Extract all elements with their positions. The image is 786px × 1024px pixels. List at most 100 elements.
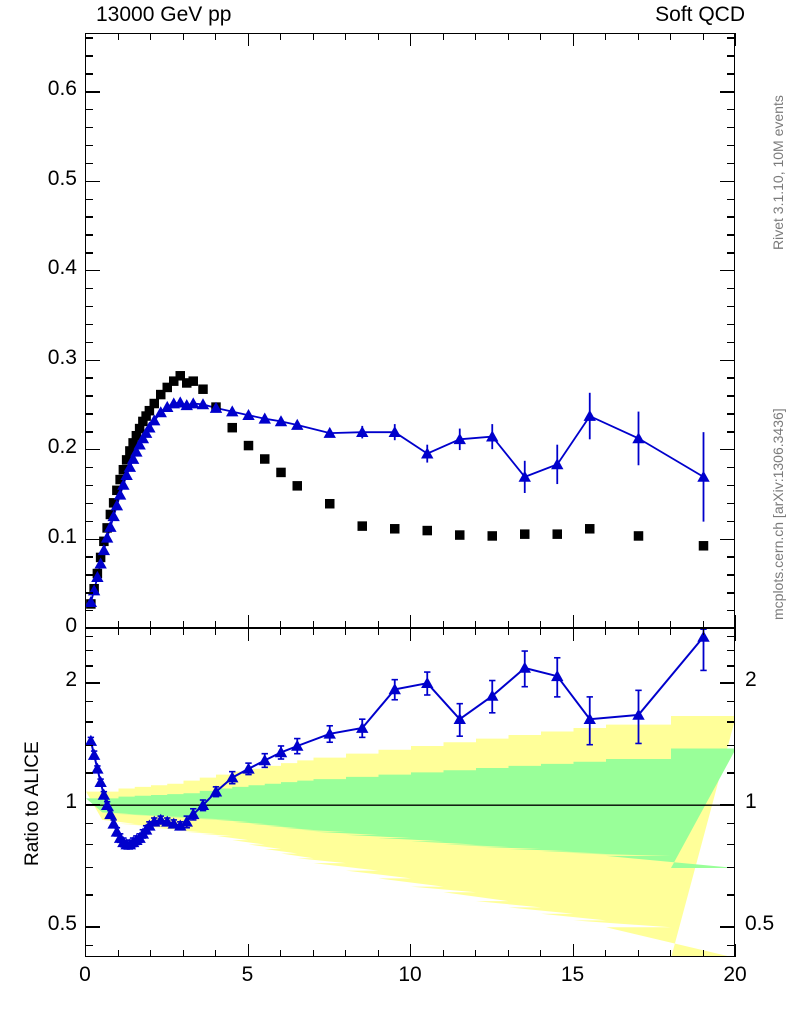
data-point-marker: [585, 524, 595, 534]
axis-tick: [727, 635, 735, 638]
mc-point-marker: [133, 438, 146, 450]
data-point-marker: [125, 446, 135, 456]
axis-tick: [377, 628, 379, 635]
axis-tick: [727, 413, 735, 415]
axis-tick: [727, 234, 735, 236]
data-point-marker: [520, 529, 530, 539]
axis-tick: [670, 621, 672, 628]
data-point-marker: [390, 524, 400, 534]
main-y-tick-label: 0.2: [47, 435, 77, 459]
data-point-marker: [162, 382, 172, 393]
axis-tick: [727, 822, 735, 825]
data-point-marker: [141, 411, 151, 421]
data-point-marker: [108, 498, 119, 508]
ratio-point-marker: [486, 689, 499, 701]
axis-tick: [475, 33, 477, 40]
main-y-tick-label: 0.4: [47, 256, 77, 280]
x-tick-label: 20: [723, 963, 747, 986]
axis-tick: [727, 867, 735, 869]
ratio-y-tick-label: 0.5: [47, 912, 77, 936]
axis-tick: [85, 395, 93, 397]
axis-tick: [345, 628, 347, 635]
axis-tick: [85, 270, 100, 272]
axis-tick: [720, 449, 735, 451]
axis-tick: [727, 216, 735, 218]
axis-tick: [85, 413, 93, 415]
axis-tick: [85, 252, 93, 254]
mc-point-marker: [97, 544, 111, 556]
data-point-marker: [292, 481, 302, 491]
axis-tick: [117, 628, 119, 635]
data-point-marker: [128, 438, 138, 448]
axis-tick: [442, 950, 444, 957]
axis-tick: [507, 628, 509, 635]
mc-point-marker: [110, 499, 124, 511]
ratio-point-marker: [174, 819, 187, 831]
axis-tick: [280, 33, 282, 40]
mc-point-marker: [113, 488, 127, 500]
data-point-marker: [175, 371, 185, 381]
mc-point-marker: [104, 520, 117, 532]
axis-tick: [507, 621, 509, 628]
axis-tick: [727, 341, 735, 344]
data-point-marker: [95, 552, 106, 563]
ratio-point-marker: [209, 785, 223, 797]
axis-tick: [85, 843, 93, 845]
axis-tick: [727, 431, 735, 433]
axis-tick: [727, 744, 735, 747]
axis-tick: [670, 33, 672, 40]
axis-tick: [85, 126, 93, 129]
axis-tick: [85, 610, 93, 612]
ratio-point-marker: [291, 739, 304, 751]
ratio-y-tick-label: 2: [65, 668, 77, 692]
axis-tick: [720, 538, 735, 540]
axis-tick: [727, 144, 735, 147]
axis-tick: [280, 628, 282, 635]
axis-tick: [727, 556, 735, 558]
mc-point-marker: [486, 430, 499, 442]
axis-tick: [507, 33, 509, 40]
axis-tick: [475, 628, 477, 635]
axis-tick: [85, 665, 93, 667]
mc-point-marker: [421, 447, 434, 459]
axis-tick: [735, 33, 737, 46]
ratio-point-marker: [86, 734, 98, 746]
data-point-marker: [121, 455, 132, 465]
ratio-point-marker: [388, 683, 401, 695]
axis-tick: [345, 621, 347, 628]
ratio-point-marker: [274, 746, 288, 758]
axis-tick: [727, 484, 735, 487]
axis-tick: [637, 33, 639, 40]
axis-tick: [727, 574, 735, 576]
data-point-marker: [357, 521, 367, 531]
axis-tick: [85, 109, 93, 111]
ratio-y-tick-label-right: 0.5: [745, 912, 775, 936]
axis-tick: [605, 33, 607, 40]
mc-point-marker: [274, 415, 288, 427]
axis-tick: [702, 628, 704, 635]
data-point-marker: [149, 398, 159, 409]
axis-tick: [85, 772, 93, 774]
axis-tick: [312, 621, 314, 628]
axis-tick: [442, 33, 444, 40]
axis-tick: [85, 628, 87, 641]
data-point-marker: [105, 509, 116, 520]
axis-tick: [85, 377, 93, 379]
axis-tick: [727, 377, 735, 379]
ratio-y-tick-label-right: 1: [745, 790, 757, 814]
axis-tick: [85, 305, 93, 308]
axis-tick: [85, 91, 100, 93]
axis-tick: [735, 615, 737, 628]
mc-point-marker: [130, 445, 143, 457]
axis-tick: [85, 926, 100, 928]
axis-tick: [85, 894, 93, 896]
mc-point-marker: [388, 425, 401, 437]
data-point-marker: [422, 525, 432, 536]
axis-tick: [727, 502, 735, 505]
axis-tick: [702, 621, 704, 628]
ratio-point-marker: [453, 712, 466, 725]
axis-tick: [312, 950, 314, 957]
axis-tick: [727, 323, 735, 326]
axis-tick: [85, 574, 93, 576]
main-plot-panel: [85, 33, 735, 628]
